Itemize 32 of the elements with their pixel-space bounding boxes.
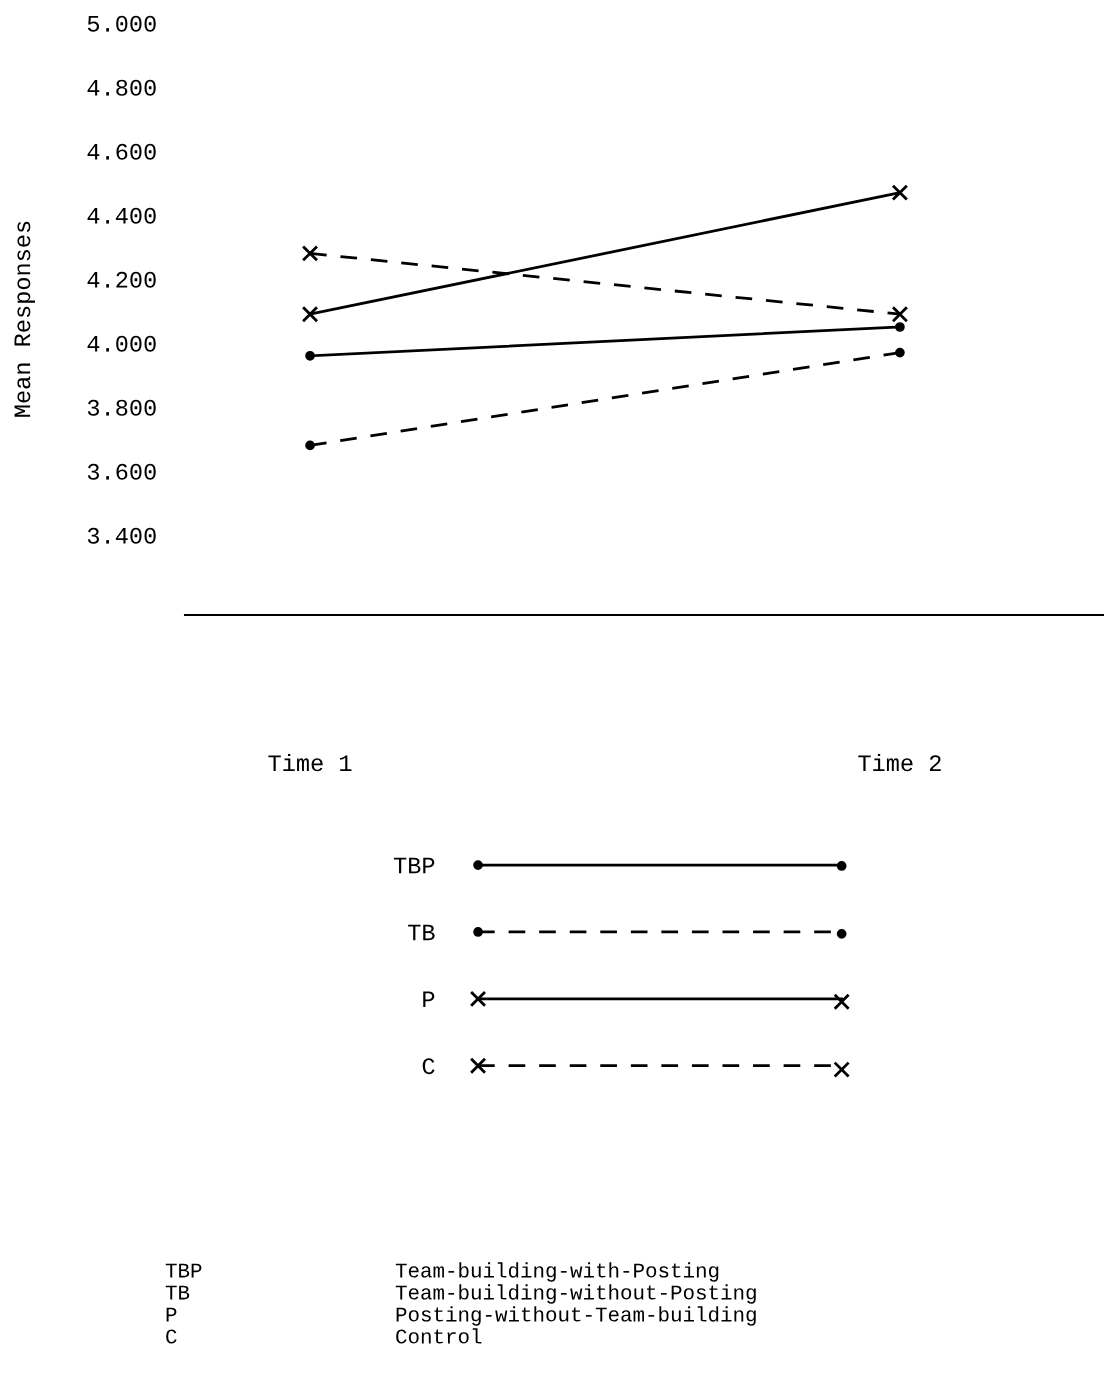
- x-tick-label: Time 2: [858, 753, 941, 772]
- y-tick-label: 3.400: [87, 527, 156, 544]
- text: Control: [396, 1328, 482, 1344]
- x-tick-label: Time 1: [268, 753, 352, 772]
- legend-label: C: [422, 1058, 435, 1075]
- y-tick-label: 4.000: [87, 335, 156, 352]
- point: [305, 440, 315, 451]
- text: TBP: [165, 1263, 202, 1278]
- y-tick-label: 4.800: [87, 79, 156, 96]
- text: Posting-without-Team-building: [396, 1306, 756, 1326]
- text: Team-building-without-Posting: [395, 1284, 756, 1304]
- y-tick-label: 4.400: [87, 207, 156, 224]
- point: [895, 347, 905, 358]
- y-tick-label: 4.200: [87, 271, 156, 288]
- point: [301, 245, 319, 262]
- text: Team-building-with-Posting: [395, 1262, 719, 1282]
- point: [301, 305, 319, 323]
- text: C: [166, 1329, 177, 1344]
- point: [305, 350, 315, 361]
- text: P: [166, 1307, 177, 1322]
- y-tick-label: 3.800: [87, 399, 156, 416]
- point: [891, 305, 909, 323]
- y-tick-label: 4.600: [87, 143, 156, 160]
- text: TB: [165, 1285, 190, 1300]
- y-tick-label: 3.600: [87, 463, 156, 480]
- y-tick-label: 5.000: [87, 15, 156, 32]
- legend-label: TB: [408, 924, 435, 941]
- y-axis-title: Mean Responses: [14, 221, 35, 417]
- legend-label: TBP: [393, 857, 435, 874]
- legend-label: P: [423, 991, 435, 1008]
- point: [895, 322, 905, 332]
- point: [891, 184, 909, 201]
